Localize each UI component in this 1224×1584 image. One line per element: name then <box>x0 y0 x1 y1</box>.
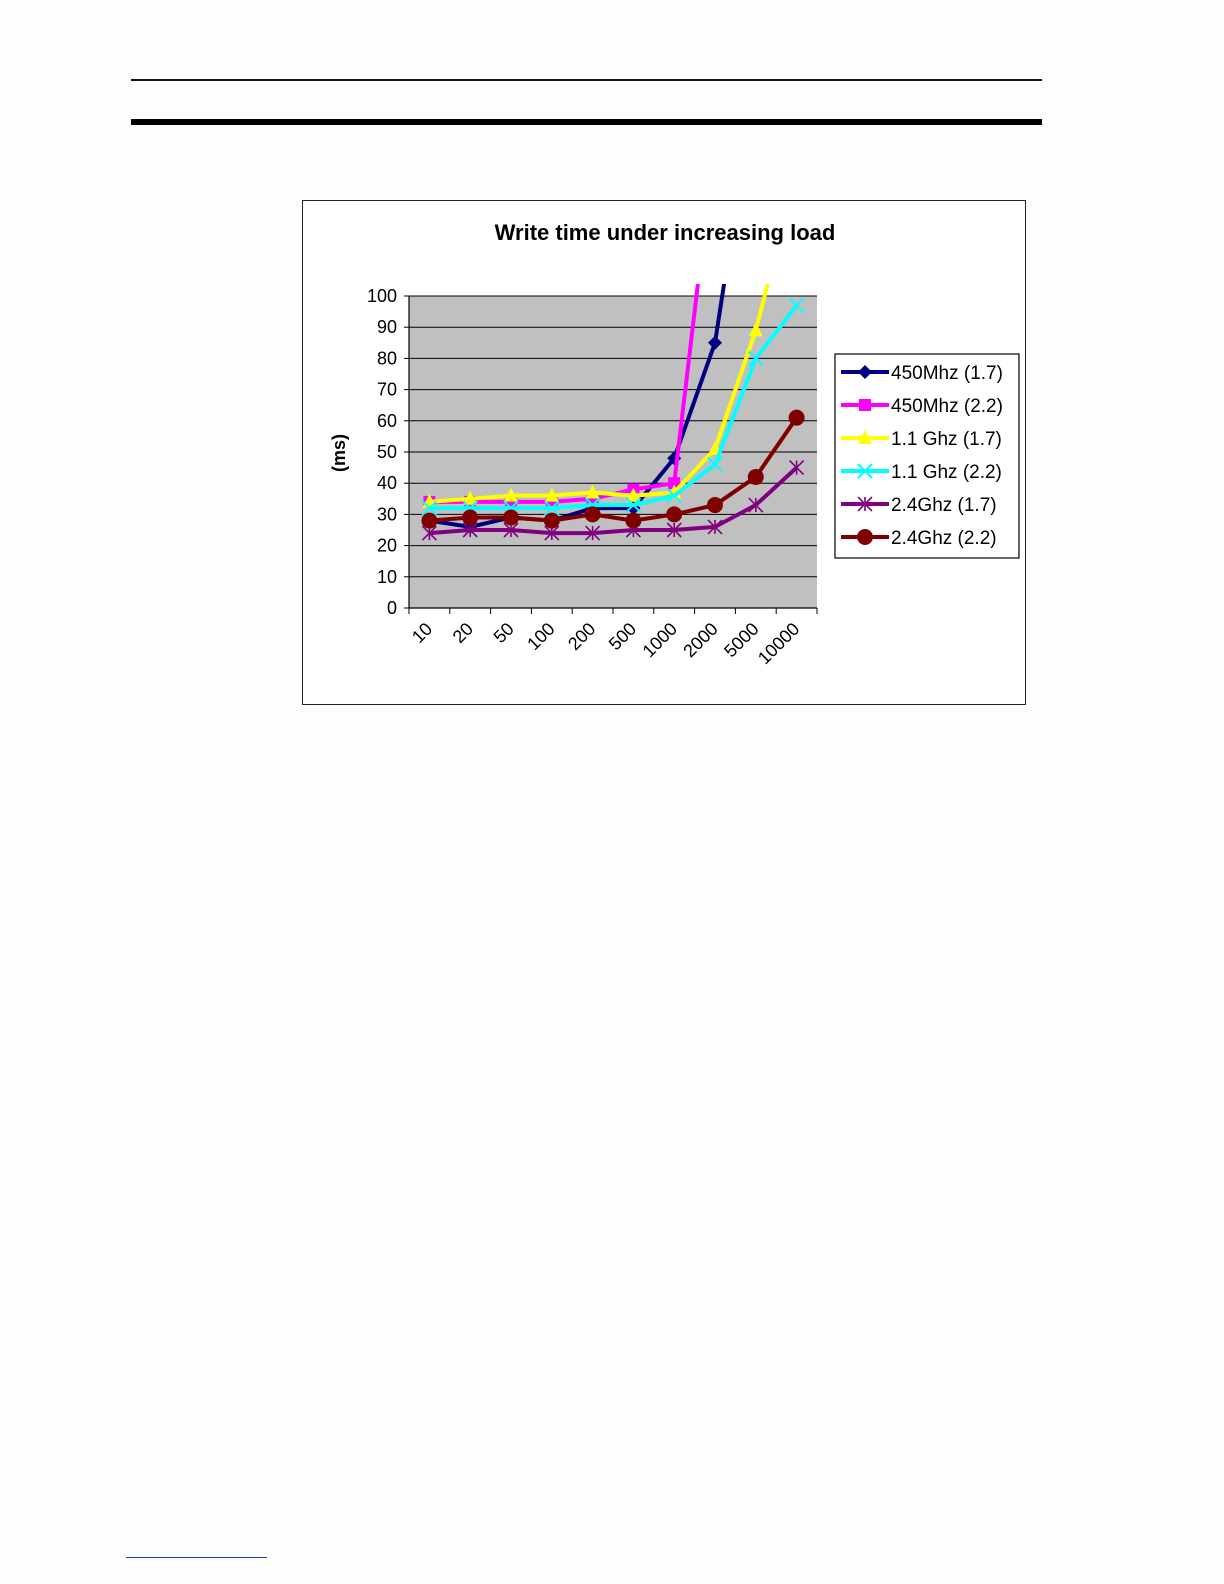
data-point <box>789 460 805 476</box>
data-point <box>543 512 560 529</box>
x-tick-label: 100 <box>523 619 558 654</box>
series-5 <box>421 409 805 529</box>
data-point <box>707 497 723 514</box>
data-point <box>504 487 518 502</box>
data-point <box>748 322 763 337</box>
legend-box <box>834 353 1020 559</box>
legend-marker <box>857 529 873 545</box>
y-axis-label: (ms) <box>329 434 349 472</box>
data-point <box>748 497 764 513</box>
y-tick-label: 70 <box>377 380 397 400</box>
series-layer <box>421 284 805 541</box>
y-tick-label: 60 <box>377 411 397 431</box>
x-tick-label: 10000 <box>754 619 804 669</box>
y-tick-label: 50 <box>377 442 397 462</box>
data-point-stroke <box>421 500 438 516</box>
data-point-stroke <box>625 497 642 513</box>
data-point <box>625 512 642 529</box>
legend-entry: 2.4Ghz (1.7) <box>891 495 997 516</box>
data-point <box>748 350 764 367</box>
legend-marker <box>857 496 873 512</box>
header-rule-thick <box>131 119 1042 125</box>
data-point <box>666 487 682 504</box>
legend-marker <box>858 365 872 379</box>
data-point <box>421 500 438 516</box>
data-point <box>666 522 682 538</box>
y-tick-label: 0 <box>387 598 397 618</box>
legend-entry: 2.4Ghz (2.2) <box>891 528 997 549</box>
data-point <box>462 509 479 526</box>
data-point <box>584 506 601 523</box>
data-point <box>585 484 600 499</box>
series-line <box>429 466 798 536</box>
x-tick-label: 1000 <box>639 619 681 661</box>
data-point <box>666 506 683 523</box>
legend-marker <box>859 399 871 411</box>
data-point <box>421 512 438 529</box>
legend-entry: 1.1 Ghz (2.2) <box>891 462 1002 483</box>
y-tick-label: 90 <box>377 317 397 337</box>
series-line <box>429 304 799 511</box>
legend-entry: 450Mhz (2.2) <box>891 396 1003 417</box>
legend-marker-stroke <box>857 463 873 479</box>
data-point-stroke <box>666 487 682 504</box>
legend-marker <box>858 430 872 444</box>
data-point <box>626 487 641 502</box>
data-point-stroke <box>788 297 805 314</box>
data-point <box>788 297 805 314</box>
footnote-rule <box>126 1557 267 1558</box>
x-tick-label: 50 <box>490 619 518 647</box>
data-point-stroke <box>707 456 723 473</box>
data-point <box>707 456 723 473</box>
y-tick-label: 20 <box>377 536 397 556</box>
data-point <box>585 525 601 541</box>
y-tick-label: 30 <box>377 504 397 524</box>
y-tick-label: 80 <box>377 348 397 368</box>
data-point <box>625 497 642 513</box>
x-tick-label: 200 <box>564 619 599 654</box>
line-chart: Write time under increasing load (ms) 01… <box>329 220 1020 669</box>
data-point <box>463 490 478 505</box>
y-tick-label: 40 <box>377 473 397 493</box>
data-point <box>544 487 559 502</box>
data-point <box>788 409 805 426</box>
series-line <box>429 416 799 523</box>
y-tick-label: 10 <box>377 567 397 587</box>
x-tick-label: 20 <box>449 619 477 647</box>
series-4 <box>421 460 805 541</box>
data-point <box>544 500 560 516</box>
legend-entry: 450Mhz (1.7) <box>891 363 1003 384</box>
y-tick-label: 100 <box>367 286 397 306</box>
data-point <box>707 519 723 535</box>
data-point <box>668 477 681 490</box>
x-tick-label: 2000 <box>679 619 721 661</box>
legend-marker <box>857 463 873 479</box>
data-point-stroke <box>748 350 764 367</box>
legend-entry: 1.1 Ghz (1.7) <box>891 429 1002 450</box>
series-line <box>429 284 770 504</box>
x-tick-label: 500 <box>605 619 640 654</box>
series-3 <box>421 297 805 516</box>
x-tick-label: 10 <box>408 619 436 647</box>
chart-title: Write time under increasing load <box>495 220 836 245</box>
data-point <box>503 509 519 526</box>
header-rule-thin <box>131 79 1042 81</box>
data-point <box>747 468 764 485</box>
data-point-stroke <box>544 500 560 516</box>
data-point <box>708 335 722 350</box>
